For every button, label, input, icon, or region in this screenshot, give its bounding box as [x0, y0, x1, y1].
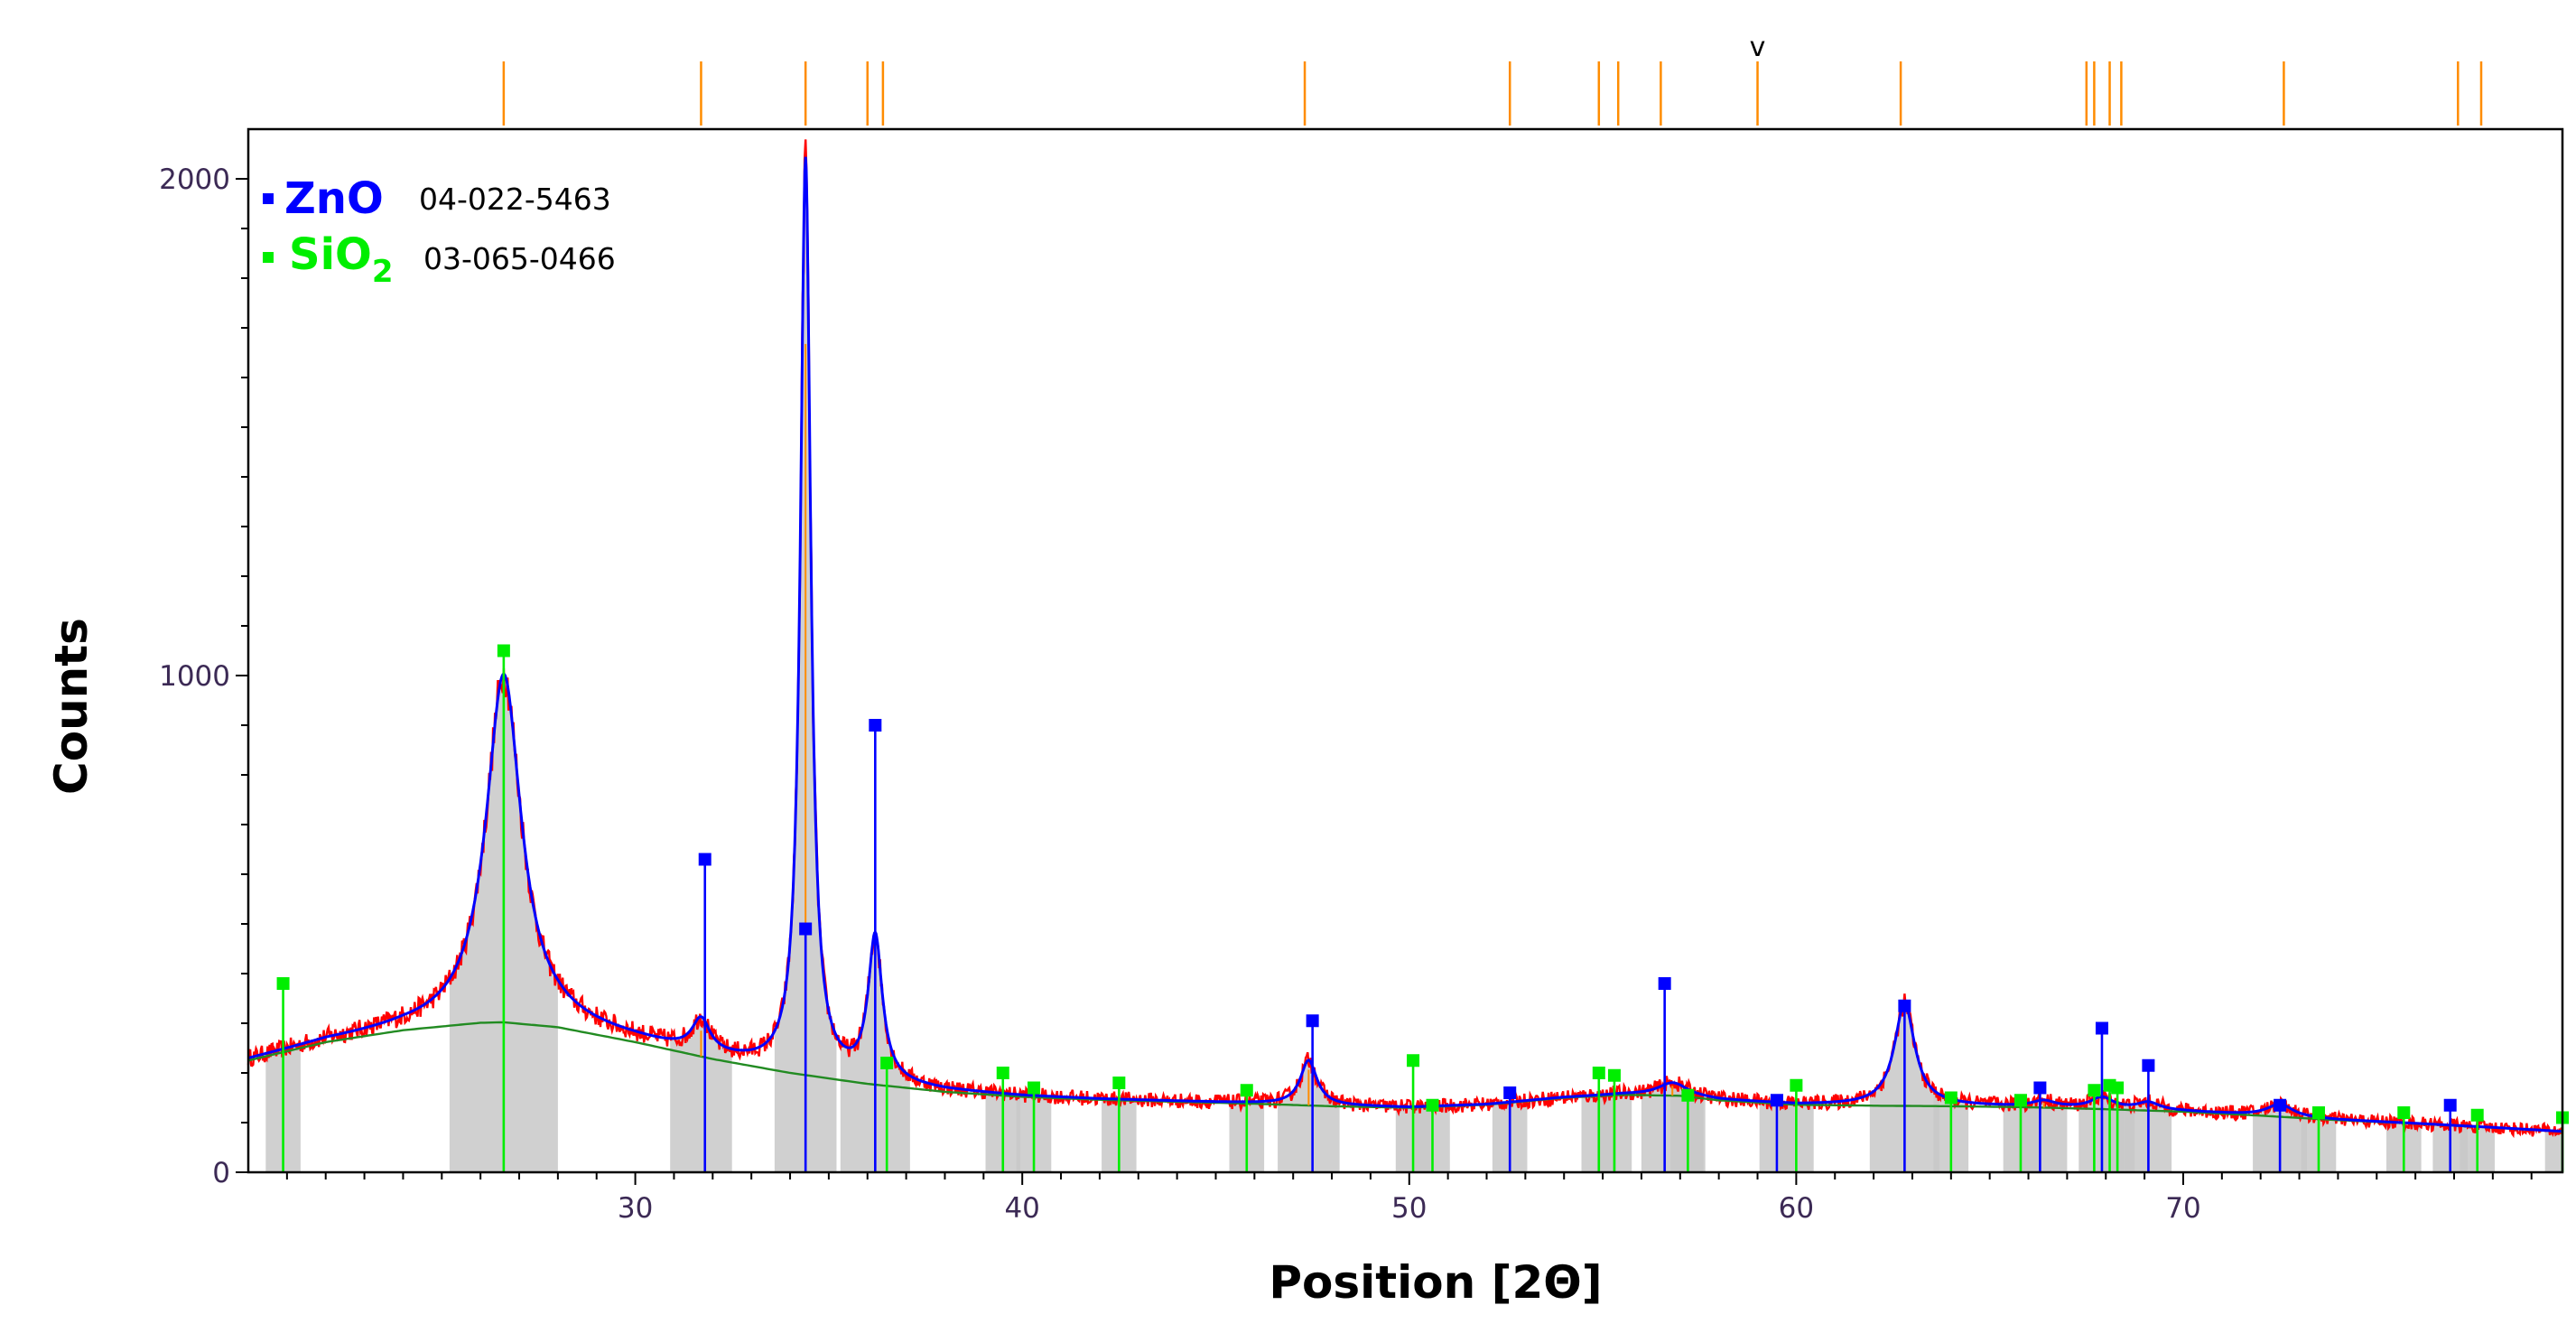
legend-sio2-marker: [263, 252, 274, 263]
sio2-reference-stick-marker: [1592, 1067, 1605, 1079]
x-tick-label: 30: [618, 1192, 653, 1225]
zno-reference-stick-marker: [1306, 1014, 1319, 1028]
zno-reference-stick-marker: [698, 853, 711, 866]
sio2-reference-stick-marker: [497, 644, 510, 657]
sio2-reference-stick-marker: [996, 1067, 1009, 1079]
sio2-reference-stick-marker: [1426, 1098, 1439, 1112]
legend: ZnO 04-022-5463 SiO2 03-065-0466: [263, 173, 616, 290]
y-tick-label: 2000: [159, 163, 230, 196]
y-axis-title: Counts: [45, 618, 98, 795]
sio2-reference-stick-marker: [1944, 1091, 1958, 1105]
calculated-curve: [247, 156, 2562, 1133]
zno-reference-stick-marker: [869, 719, 882, 732]
zno-reference-stick-marker: [1658, 977, 1671, 990]
cursor-marker-icon[interactable]: v: [1750, 32, 1766, 63]
legend-zno-marker: [263, 193, 274, 204]
zno-reference-stick-marker: [1898, 999, 1911, 1012]
y-tick-label: 0: [212, 1157, 230, 1189]
y-tick-label: 1000: [159, 660, 230, 693]
plot-frame: [246, 127, 2564, 1174]
zno-reference-stick-marker: [1770, 1094, 1783, 1107]
sio2-reference-stick-marker: [1028, 1081, 1041, 1095]
zno-reference-stick-marker: [1503, 1086, 1517, 1099]
reference-sticks-layer: [276, 644, 2569, 1172]
curves-layer: [246, 139, 2564, 1139]
legend-sio2-name: SiO2: [289, 229, 394, 290]
sio2-reference-stick-marker: [1112, 1077, 1126, 1089]
profile-fill-band: [2544, 1130, 2562, 1172]
sio2-reference-stick-marker: [2088, 1084, 2101, 1097]
sio2-reference-stick-marker: [276, 977, 290, 990]
sio2-reference-stick-marker: [1407, 1054, 1420, 1068]
legend-zno-name: ZnO: [284, 173, 384, 224]
sio2-reference-stick-marker: [1240, 1084, 1253, 1097]
sio2-reference-stick-marker: [1681, 1088, 1695, 1102]
zno-reference-stick-marker: [2443, 1098, 2457, 1112]
zno-reference-stick-marker: [2142, 1058, 2155, 1072]
x-axis-title: Position [2Θ]: [1269, 1256, 1602, 1309]
profile-fill-band: [1278, 1059, 1340, 1172]
sio2-reference-stick-marker: [1790, 1078, 1803, 1092]
zno-reference-stick-marker: [799, 922, 813, 936]
observed-curve: [246, 139, 2564, 1139]
profile-fill-band: [670, 1016, 732, 1172]
x-tick-label: 50: [1391, 1192, 1427, 1225]
x-tick-label: 70: [2165, 1192, 2200, 1225]
sio2-reference-stick-marker: [1607, 1068, 1621, 1082]
sio2-reference-stick-marker: [2311, 1106, 2325, 1119]
zno-reference-stick-marker: [2095, 1021, 2108, 1035]
sio2-reference-stick-marker: [880, 1057, 894, 1069]
sio2-reference-stick-marker: [2013, 1094, 2027, 1107]
legend-sio2-ref-code: 03-065-0466: [423, 241, 616, 276]
sio2-reference-stick-marker: [2111, 1081, 2125, 1095]
x-tick-label: 40: [1004, 1192, 1039, 1225]
legend-zno-ref-code: 04-022-5463: [419, 182, 611, 217]
zno-reference-stick-marker: [2274, 1098, 2287, 1112]
zno-reference-stick-marker: [2033, 1081, 2047, 1095]
x-tick-label: 60: [1779, 1192, 1814, 1225]
sio2-reference-stick-marker: [2470, 1108, 2484, 1122]
axis-ticks-layer: 30 40 50 60 70 0 1000 2000: [159, 163, 2533, 1225]
peak-list-strip: [502, 61, 2483, 126]
sio2-reference-stick-marker: [2397, 1106, 2411, 1119]
